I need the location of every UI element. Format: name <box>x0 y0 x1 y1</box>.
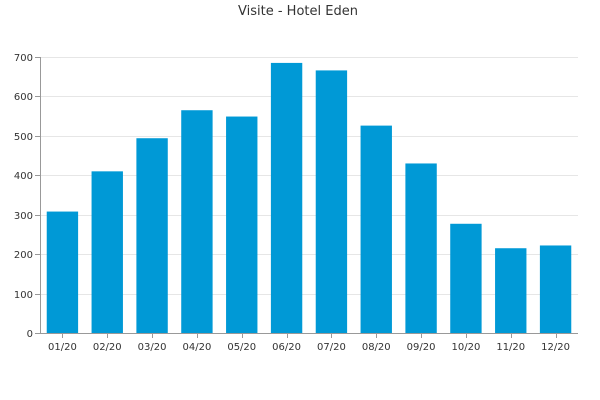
y-tick-label: 200 <box>14 250 33 261</box>
bar-05-20 <box>226 116 258 333</box>
x-tick-label: 08/20 <box>362 342 391 353</box>
x-tick-label: 10/20 <box>452 342 481 353</box>
x-tick-label: 12/20 <box>541 342 570 353</box>
x-tick-label: 06/20 <box>272 342 301 353</box>
x-axis-ticks: 01/20 02/20 03/20 04/20 05/20 06/20 07/20 08/20… <box>48 333 570 353</box>
y-tick-label: 500 <box>14 132 33 143</box>
y-tick-label: 600 <box>14 92 33 103</box>
x-tick-label: 09/20 <box>407 342 436 353</box>
bars <box>46 62 572 333</box>
grid-lines <box>40 57 578 295</box>
bar-12-20 <box>539 245 572 333</box>
bar-01-20 <box>46 211 79 333</box>
chart-title: Visite - Hotel Eden <box>238 4 358 19</box>
x-tick-label: 05/20 <box>227 342 256 353</box>
y-tick-label: 100 <box>14 290 33 301</box>
bar-03-20 <box>136 138 168 333</box>
axes <box>40 57 578 334</box>
y-tick-label: 700 <box>14 53 33 64</box>
bar-11-20 <box>495 248 527 333</box>
x-tick-label: 04/20 <box>183 342 212 353</box>
y-tick-label: 300 <box>14 211 33 222</box>
bar-10-20 <box>450 223 482 333</box>
y-tick-label: 400 <box>14 171 33 182</box>
x-tick-label: 01/20 <box>48 342 77 353</box>
x-tick-label: 07/20 <box>317 342 346 353</box>
bar-07-20 <box>315 70 348 333</box>
bar-04-20 <box>181 110 213 333</box>
bar-08-20 <box>360 125 392 333</box>
x-tick-label: 11/20 <box>496 342 525 353</box>
x-tick-label: 02/20 <box>93 342 122 353</box>
x-tick-label: 03/20 <box>138 342 167 353</box>
y-axis-ticks: 0 100 200 300 400 500 600 700 <box>14 53 40 340</box>
y-tick-label: 0 <box>27 329 33 340</box>
bar-06-20 <box>270 62 303 333</box>
bar-02-20 <box>91 171 123 333</box>
bar-09-20 <box>405 163 437 333</box>
